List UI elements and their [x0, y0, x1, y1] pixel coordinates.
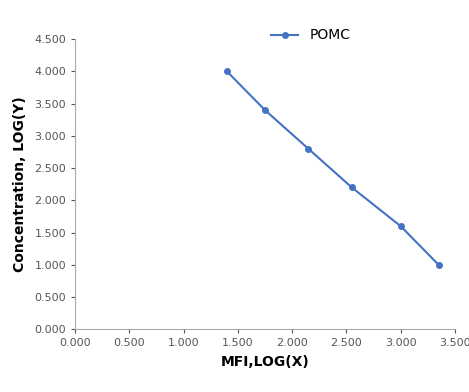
- POMC: [262, 108, 268, 113]
- POMC: [398, 224, 403, 229]
- Line: POMC: POMC: [224, 69, 441, 268]
- Y-axis label: Concentration, LOG(Y): Concentration, LOG(Y): [13, 96, 27, 272]
- X-axis label: MFI,LOG(X): MFI,LOG(X): [220, 355, 310, 369]
- POMC: [436, 263, 441, 267]
- POMC: [224, 69, 230, 74]
- Legend: POMC: POMC: [265, 23, 356, 48]
- POMC: [349, 185, 355, 190]
- POMC: [306, 147, 311, 151]
